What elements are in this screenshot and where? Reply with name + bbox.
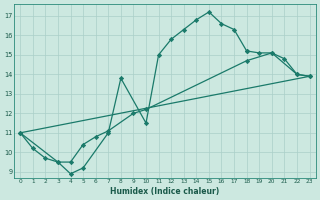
X-axis label: Humidex (Indice chaleur): Humidex (Indice chaleur): [110, 187, 220, 196]
